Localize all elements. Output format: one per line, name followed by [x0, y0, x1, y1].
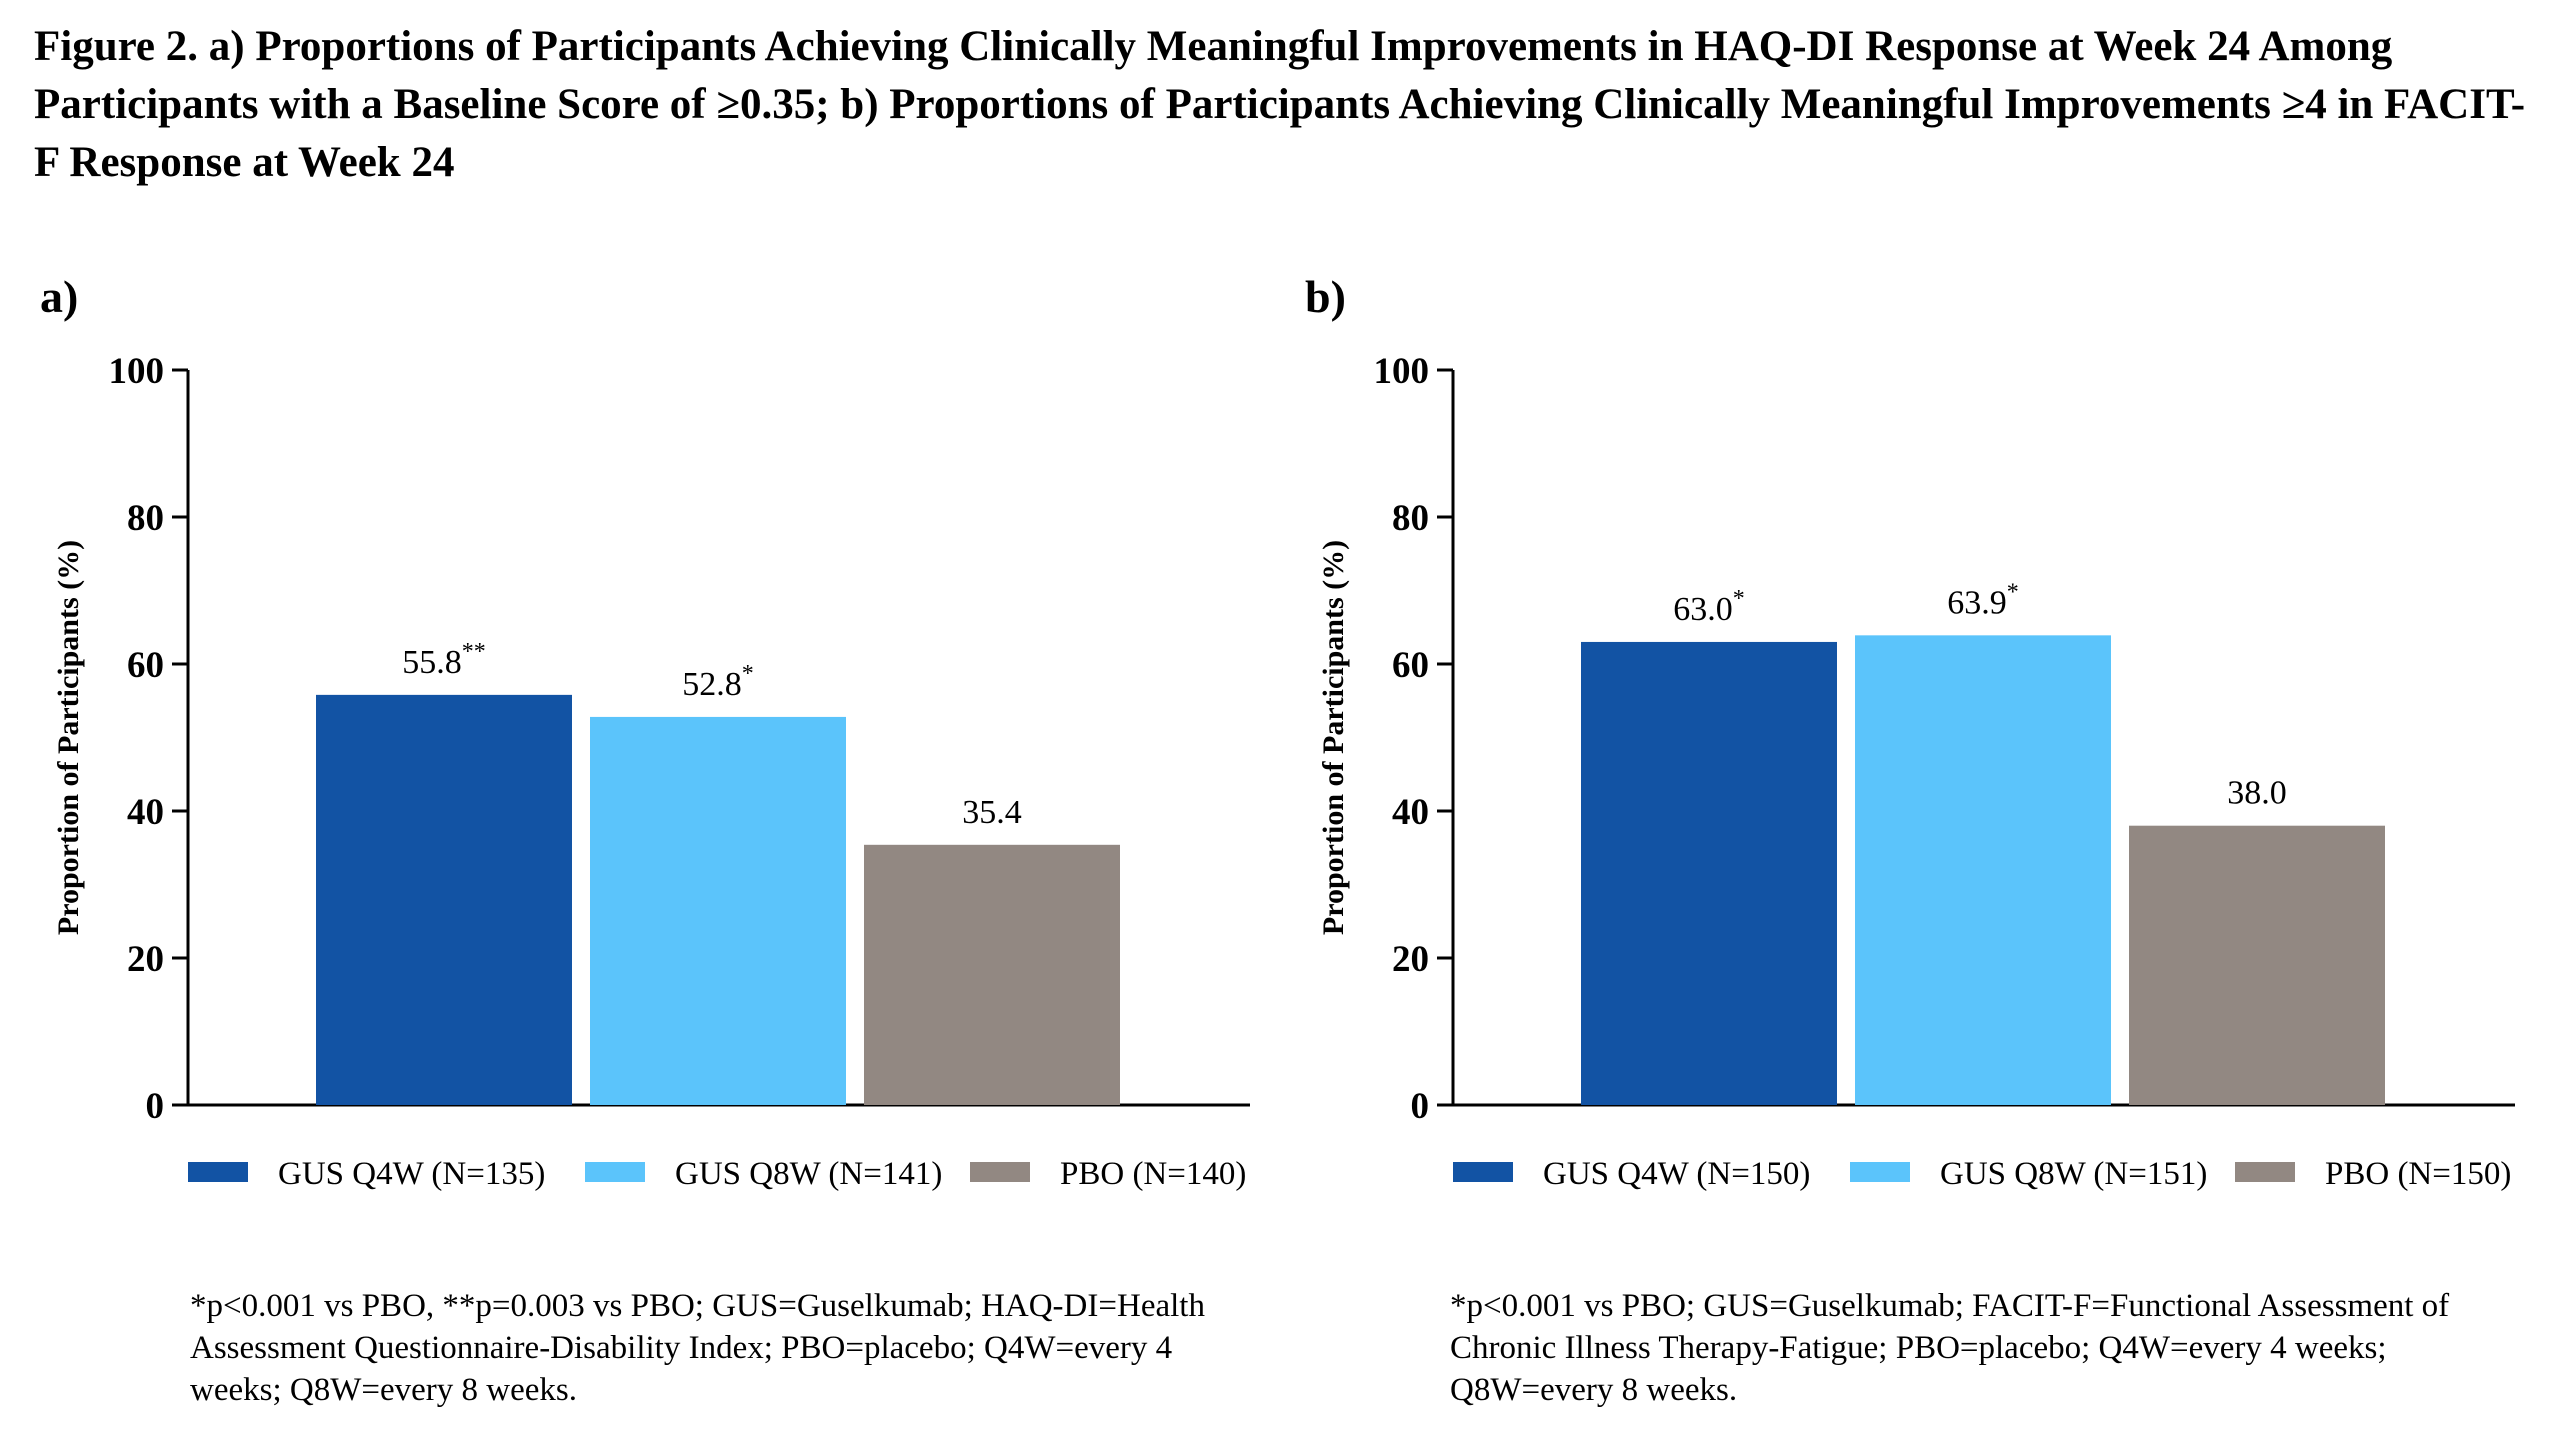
y-tick-label: 40 — [127, 792, 164, 833]
footnote: *p<0.001 vs PBO, **p=0.003 vs PBO; GUS=G… — [190, 1288, 1205, 1408]
significance-marker: * — [1733, 586, 1745, 612]
legend-swatch — [1453, 1162, 1513, 1182]
data-label: 63.0* — [1673, 586, 1745, 628]
legend-entry: GUS Q8W (N=141) — [675, 1156, 942, 1192]
y-tick-label: 100 — [109, 351, 165, 392]
y-tick-label: 80 — [127, 498, 164, 539]
bar — [2129, 825, 2385, 1105]
y-tick-label: 60 — [127, 645, 164, 686]
legend-swatch — [970, 1162, 1030, 1182]
y-tick-label: 0 — [1411, 1086, 1430, 1127]
legend-swatch — [2235, 1162, 2295, 1182]
bar — [1855, 635, 2111, 1105]
data-label: 55.8** — [402, 639, 486, 681]
data-label: 35.4 — [962, 794, 1022, 831]
footnote: *p<0.001 vs PBO; GUS=Guselkumab; FACIT-F… — [1450, 1288, 2450, 1408]
legend-swatch — [188, 1162, 248, 1182]
y-axis-label: Proportion of Participants (%) — [52, 540, 85, 935]
y-tick-label: 20 — [127, 939, 164, 980]
y-tick-label: 80 — [1392, 498, 1429, 539]
data-label: 63.9* — [1947, 579, 2019, 621]
legend-entry: GUS Q8W (N=151) — [1940, 1156, 2207, 1192]
bar-chart-a: 0 20 40 60 80 100 Proportion of Participants (… — [52, 351, 1250, 1192]
y-tick-label: 60 — [1392, 645, 1429, 686]
legend-entry: GUS Q4W (N=150) — [1543, 1156, 1810, 1192]
significance-marker: * — [2007, 579, 2019, 605]
panel-b: b) 0 20 40 60 80 100 Proportion of Participant… — [1265, 260, 2525, 1410]
bar — [590, 716, 846, 1105]
bar-chart-b: 0 20 40 60 80 100 Proportion of Participants (… — [1317, 351, 2515, 1192]
y-tick-label: 100 — [1374, 351, 1430, 392]
bar — [1581, 641, 1837, 1105]
panel-label: b) — [1305, 271, 1346, 322]
panel-label: a) — [40, 271, 79, 322]
significance-marker: ** — [462, 639, 486, 665]
y-tick-label: 0 — [146, 1086, 165, 1127]
y-tick-label: 40 — [1392, 792, 1429, 833]
figure-title: Figure 2. a) Proportions of Participants… — [34, 23, 2526, 186]
panel-a: a) 0 20 40 60 80 100 Proportion of Participant… — [0, 260, 1260, 1410]
significance-marker: * — [742, 661, 754, 687]
data-label: 52.8* — [682, 661, 754, 703]
legend-entry: PBO (N=140) — [1060, 1156, 1246, 1192]
y-tick-label: 20 — [1392, 939, 1429, 980]
y-axis-label: Proportion of Participants (%) — [1317, 540, 1350, 935]
legend-swatch — [1850, 1162, 1910, 1182]
legend-entry: PBO (N=150) — [2325, 1156, 2511, 1192]
data-label: 38.0 — [2227, 775, 2287, 812]
legend-entry: GUS Q4W (N=135) — [278, 1156, 545, 1192]
legend-swatch — [585, 1162, 645, 1182]
bar — [864, 844, 1120, 1105]
bar — [316, 694, 572, 1105]
